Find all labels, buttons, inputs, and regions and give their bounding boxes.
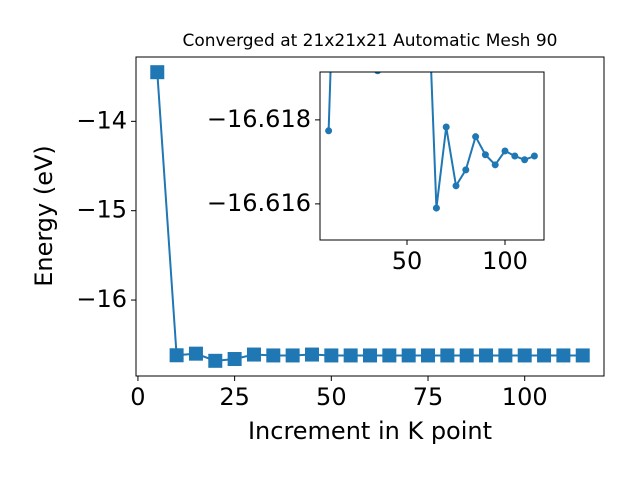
marker <box>491 161 499 169</box>
marker <box>440 348 455 363</box>
marker <box>421 348 436 363</box>
marker <box>530 152 538 160</box>
line <box>327 72 535 209</box>
marker <box>501 147 509 155</box>
plot-area <box>150 65 590 368</box>
x-axis-label: Increment in K point <box>248 417 492 445</box>
x-tick-label: 25 <box>219 383 250 411</box>
marker <box>462 166 470 174</box>
axes-frame <box>319 71 545 241</box>
y-tick-label: −14 <box>76 106 127 134</box>
x-tick-label: 50 <box>316 383 347 411</box>
marker <box>246 347 261 362</box>
axes-frame <box>135 56 605 377</box>
marker <box>575 348 590 363</box>
marker <box>227 352 242 367</box>
x-tick-label: 100 <box>482 247 528 275</box>
marker <box>479 348 494 363</box>
y-axis-label: Energy (eV) <box>30 145 58 287</box>
marker <box>517 348 532 363</box>
marker <box>459 348 474 363</box>
marker <box>208 353 223 368</box>
x-tick-label: 75 <box>413 383 444 411</box>
marker <box>521 156 529 164</box>
marker <box>363 348 377 363</box>
marker <box>442 123 450 131</box>
marker <box>472 133 480 141</box>
marker <box>266 348 281 363</box>
marker <box>556 348 571 363</box>
marker <box>325 127 333 135</box>
y-tick-label: −15 <box>76 196 127 224</box>
marker <box>432 204 440 212</box>
marker <box>169 348 184 363</box>
marker <box>401 348 416 363</box>
marker <box>511 152 519 160</box>
x-tick-label: 50 <box>392 247 423 275</box>
marker <box>382 348 397 363</box>
marker <box>374 72 381 75</box>
x-tick-label: 0 <box>130 383 145 411</box>
marker <box>285 348 300 363</box>
marker <box>188 346 203 361</box>
marker <box>537 348 552 363</box>
marker <box>304 347 319 362</box>
marker <box>150 65 165 80</box>
y-tick-label: −16 <box>76 285 127 313</box>
y-tick-label: −16.618 <box>207 105 311 133</box>
x-tick-label: 100 <box>502 383 548 411</box>
marker <box>324 348 339 363</box>
marker <box>481 151 489 159</box>
marker <box>498 348 513 363</box>
marker <box>343 348 358 363</box>
y-tick-label: −16.616 <box>207 189 311 217</box>
marker <box>452 182 460 190</box>
plot-area <box>325 72 538 212</box>
chart-title: Converged at 21x21x21 Automatic Mesh 90 <box>183 31 558 51</box>
